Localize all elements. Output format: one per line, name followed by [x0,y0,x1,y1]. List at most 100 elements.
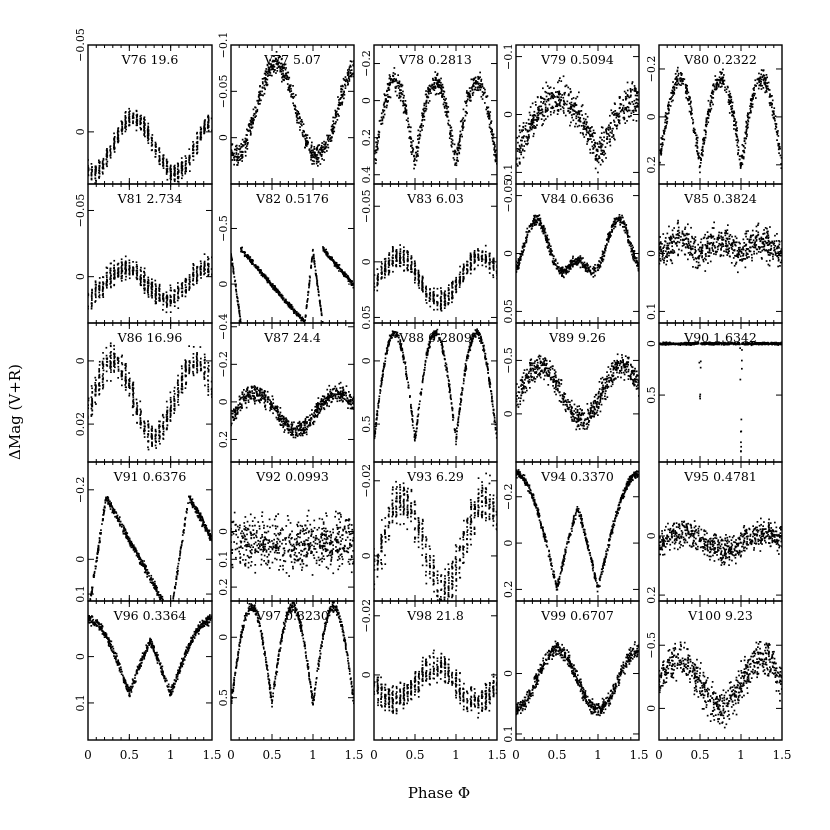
data-point [688,95,690,98]
data-point [349,64,352,67]
data-point [327,253,329,255]
data-point [335,121,337,123]
data-point [749,111,752,114]
data-point [292,102,294,105]
data-point [154,293,157,296]
data-point [184,162,187,165]
data-point [388,82,391,85]
data-point [471,92,474,95]
data-point [173,169,176,172]
data-point [623,116,625,119]
data-point [102,167,104,170]
data-point [377,133,380,136]
data-point [436,74,439,76]
data-point [98,294,101,296]
data-point [176,299,179,302]
data-point [243,251,245,253]
data-point [181,177,183,180]
data-point [416,154,419,157]
data-point [310,145,313,148]
data-point [451,285,453,287]
data-point [337,107,339,110]
data-point [559,77,561,79]
data-point [334,112,337,115]
data-point [690,109,693,111]
data-point [250,121,252,124]
data-point [106,267,109,269]
data-point [298,112,301,115]
data-point [745,132,747,135]
data-point [239,159,241,161]
data-point [679,80,682,82]
data-point [558,79,560,82]
data-point [147,276,150,279]
data-point [715,88,718,91]
data-point [296,110,298,112]
data-point [94,300,97,302]
data-point [585,126,588,129]
data-point [377,130,380,133]
data-point [166,302,168,305]
data-point [563,92,566,95]
data-point [711,101,713,104]
data-point [271,64,273,67]
data-point [736,144,738,147]
data-point [238,145,241,147]
data-point [737,152,739,154]
data-point [272,288,274,290]
data-point [106,271,108,274]
data-point [150,293,153,295]
data-point [277,290,280,293]
data-point [117,133,119,135]
data-point [539,109,542,112]
data-point [151,290,153,293]
data-point [731,113,734,116]
data-point [635,98,638,100]
data-point [343,97,345,100]
data-point [549,111,552,113]
data-point [139,126,142,129]
data-point [181,285,183,288]
data-point [557,92,560,95]
data-point [185,286,187,289]
data-point [533,114,536,116]
data-point [630,90,632,93]
data-point [155,145,157,148]
data-point [548,92,551,95]
data-point [117,267,120,269]
data-point [333,260,335,262]
data-point [380,116,383,119]
data-point [731,105,734,107]
data-point [317,157,320,159]
data-point [443,95,446,98]
data-point [543,100,545,103]
data-point [165,165,168,167]
data-point [716,79,718,82]
data-point [590,135,593,137]
y-tick-label: −0.2 [360,50,373,77]
data-point [231,259,233,261]
data-point [469,90,472,92]
data-point [338,101,340,104]
data-point [596,154,598,156]
data-point [745,137,747,140]
data-point [166,162,168,164]
data-point [239,147,242,150]
data-point [277,292,280,294]
data-point [316,284,319,286]
data-point [601,143,604,146]
data-point [686,88,688,90]
data-point [98,159,100,162]
data-point [203,128,205,131]
data-point [493,144,496,146]
data-point [306,140,308,142]
data-point [586,143,588,145]
data-point [281,68,283,71]
data-point [445,97,447,100]
data-point [266,281,269,284]
data-point [309,276,311,279]
data-point [125,269,127,272]
data-point [347,72,349,74]
data-point [120,271,123,274]
y-tick-label: 0.2 [645,156,658,174]
